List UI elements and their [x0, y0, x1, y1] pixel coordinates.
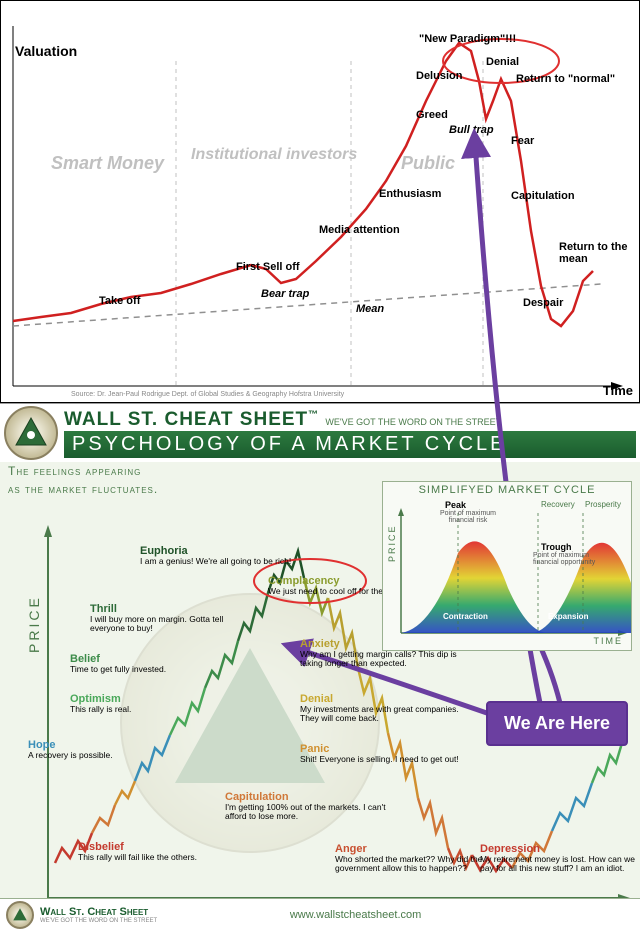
brand-row: WALL ST. CHEAT SHEET™ WE'VE GOT THE WORD… — [0, 403, 640, 462]
emotion-capitulation: CapitulationI'm getting 100% out of the … — [225, 791, 395, 822]
stage-label: Greed — [416, 109, 448, 121]
inset-title: SIMPLIFYED MARKET CYCLE — [383, 482, 631, 498]
emotion-belief: BeliefTime to get fully invested. — [70, 653, 166, 674]
price-axis-label: PRICE — [26, 595, 42, 653]
source-text: Source: Dr. Jean-Paul Rodrigue Dept. of … — [71, 391, 344, 398]
stage-label: Bull trap — [449, 124, 494, 136]
stage-label: Return to "normal" — [516, 73, 615, 85]
emotion-denial: DenialMy investments are with great comp… — [300, 693, 470, 724]
phase-label: Public — [401, 153, 455, 174]
stage-label: First Sell off — [236, 261, 300, 273]
brand-name: WALL ST. CHEAT SHEET — [64, 409, 308, 430]
emotion-euphoria: EuphoriaI am a genius! We're all going t… — [140, 545, 291, 566]
stage-label: Bear trap — [261, 288, 309, 300]
emotion-depression: DepressionMy retirement money is lost. H… — [480, 843, 640, 874]
x-axis-label: Time — [603, 383, 633, 398]
emotion-panic: PanicShit! Everyone is selling. I need t… — [300, 743, 459, 764]
y-axis-label: Valuation — [15, 43, 77, 59]
psychology-market-cycle: WALL ST. CHEAT SHEET™ WE'VE GOT THE WORD… — [0, 403, 640, 931]
emotion-hope: HopeA recovery is possible. — [28, 739, 113, 760]
subtitle: PSYCHOLOGY OF A MARKET CYCLE — [64, 431, 636, 458]
footer: Wall St. Cheat Sheet WE'VE GOT THE WORD … — [0, 898, 640, 931]
footer-logo — [6, 901, 34, 929]
phase-label: Institutional investors — [191, 146, 357, 164]
emotion-thrill: ThrillI will buy more on margin. Gotta t… — [90, 603, 260, 634]
stage-label: "New Paradigm"!!! — [419, 33, 516, 45]
feelings-line1: The feelings appearing — [0, 462, 640, 480]
emotion-disbelief: DisbeliefThis rally will fail like the o… — [78, 841, 197, 862]
stage-label: Capitulation — [511, 190, 575, 202]
stage-label: Return to the mean — [559, 241, 639, 265]
logo-badge — [4, 406, 58, 460]
inset-chart — [383, 498, 633, 648]
bubble-phases-chart: Valuation Time Source: Dr. Jean-Paul Rod… — [0, 0, 640, 403]
stage-label: Despair — [523, 297, 563, 309]
brand-tagline: WE'VE GOT THE WORD ON THE STREET — [325, 417, 501, 427]
we-are-here-badge: We Are Here — [486, 701, 628, 746]
stage-label: Mean — [356, 303, 384, 315]
stage-label: Enthusiasm — [379, 188, 441, 200]
phase-label: Smart Money — [51, 153, 164, 174]
stage-label: Take off — [99, 295, 140, 307]
stage-label: Media attention — [319, 224, 400, 236]
footer-url: www.wallstcheatsheet.com — [157, 909, 554, 921]
emotion-optimism: OptimismThis rally is real. — [70, 693, 131, 714]
stage-label: Fear — [511, 135, 534, 147]
stage-label: Denial — [486, 56, 519, 68]
stage-label: Delusion — [416, 70, 462, 82]
simplified-cycle-inset: SIMPLIFYED MARKET CYCLE PRICE TIME Peak … — [382, 481, 632, 651]
